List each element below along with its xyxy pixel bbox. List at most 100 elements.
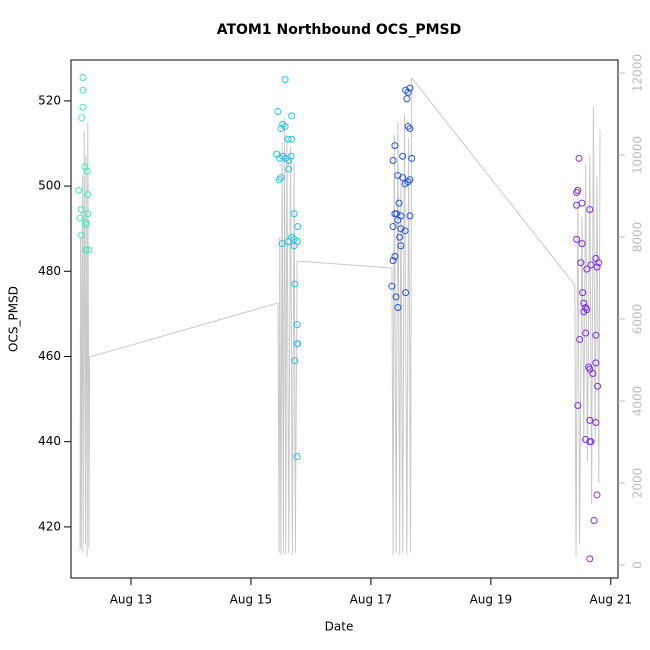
data-point <box>85 246 93 254</box>
data-point <box>82 246 90 254</box>
x-tick-label: Aug 17 <box>350 593 393 607</box>
data-point <box>401 227 409 235</box>
data-point <box>397 225 405 233</box>
data-point <box>288 233 296 241</box>
data-point <box>275 176 283 184</box>
data-point <box>388 282 396 290</box>
data-point <box>397 242 405 250</box>
data-point <box>394 303 402 311</box>
data-point <box>77 206 85 214</box>
data-point <box>395 199 403 207</box>
data-point <box>294 340 302 348</box>
y2-tick-label: 2000 <box>631 468 645 499</box>
data-point <box>273 150 281 158</box>
data-point <box>573 235 581 243</box>
data-point <box>82 218 90 226</box>
data-point <box>573 201 581 209</box>
data-point <box>592 359 600 367</box>
data-point <box>401 180 409 188</box>
data-point <box>78 114 86 122</box>
x-axis-label: Date <box>325 620 354 634</box>
x-tick-label: Aug 13 <box>110 593 153 607</box>
data-point <box>406 125 414 133</box>
data-point <box>579 289 587 297</box>
data-point <box>277 174 285 182</box>
data-point <box>82 220 90 228</box>
data-point <box>394 216 402 224</box>
data-point <box>595 259 603 267</box>
data-point <box>284 135 292 143</box>
y-tick-label: 480 <box>38 264 61 278</box>
data-point <box>75 186 83 194</box>
y2-tick-label: 0 <box>631 561 645 569</box>
data-point <box>290 242 298 250</box>
data-point <box>594 382 602 390</box>
data-point <box>587 261 595 269</box>
data-point <box>285 165 293 173</box>
y-axis-label: OCS_PMSD <box>7 286 21 352</box>
data-point <box>406 212 414 220</box>
x-tick-label: Aug 21 <box>590 593 633 607</box>
data-point <box>577 259 585 267</box>
data-point <box>293 321 301 329</box>
data-point <box>399 174 407 182</box>
data-point <box>392 293 400 301</box>
y-tick-label: 440 <box>38 434 61 448</box>
data-point <box>389 157 397 165</box>
data-point <box>586 206 594 214</box>
y2-tick-label: 8000 <box>631 222 645 253</box>
data-point <box>574 401 582 409</box>
y-tick-label: 520 <box>38 93 61 107</box>
data-point <box>583 265 591 273</box>
data-point <box>589 370 597 378</box>
data-point <box>403 95 411 103</box>
data-point <box>399 152 407 160</box>
data-point <box>575 154 583 162</box>
data-point <box>274 108 282 116</box>
chart-title: ATOM1 Northbound OCS_PMSD <box>217 22 462 38</box>
data-point <box>408 154 416 162</box>
data-point <box>79 103 87 111</box>
data-point <box>291 280 299 288</box>
data-point <box>586 438 594 446</box>
data-point <box>76 214 84 222</box>
data-point <box>294 223 302 231</box>
x-tick-label: Aug 19 <box>470 593 513 607</box>
data-point <box>281 76 289 84</box>
y2-tick-label: 6000 <box>631 304 645 335</box>
data-point <box>580 308 588 316</box>
data-point <box>580 299 588 307</box>
data-point <box>83 167 91 175</box>
data-point <box>586 416 594 424</box>
data-point <box>389 257 397 265</box>
data-point <box>582 329 590 337</box>
data-point <box>404 88 412 96</box>
data-point <box>84 210 92 218</box>
data-point <box>404 122 412 130</box>
data-point <box>389 223 397 231</box>
data-point <box>293 453 301 461</box>
data-point <box>290 210 298 218</box>
data-line <box>79 76 601 557</box>
data-point <box>393 210 401 218</box>
y2-tick-label: 12000 <box>631 54 645 92</box>
data-point <box>79 86 87 94</box>
data-point <box>277 125 285 133</box>
y2-tick-label: 10000 <box>631 136 645 174</box>
data-point <box>285 157 293 165</box>
data-point <box>279 120 287 128</box>
data-point <box>592 331 600 339</box>
data-point <box>586 555 594 563</box>
data-point <box>578 240 586 248</box>
x-tick-label: Aug 15 <box>230 593 273 607</box>
data-point <box>573 188 581 196</box>
data-point <box>288 112 296 120</box>
data-point <box>288 135 296 143</box>
data-point <box>278 240 286 248</box>
data-point <box>291 357 299 365</box>
y-tick-label: 420 <box>38 519 61 533</box>
y2-tick-label: 4000 <box>631 386 645 417</box>
data-point <box>77 231 85 239</box>
